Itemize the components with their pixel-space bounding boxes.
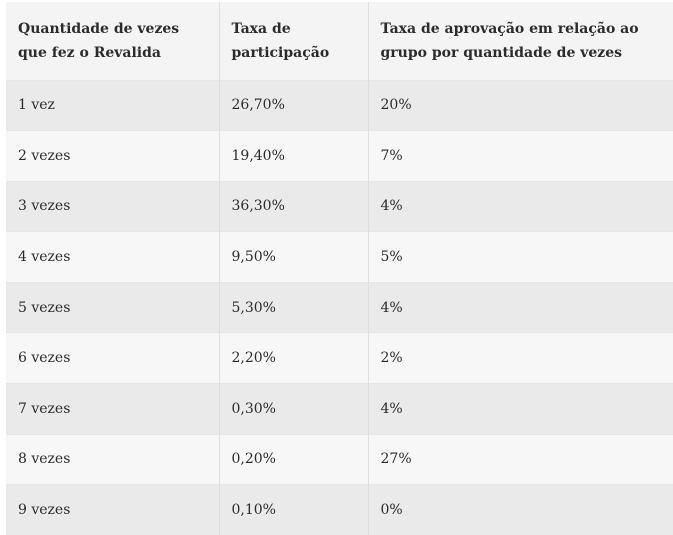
header-row: Quantidade de vezes que fez o Revalida T… (6, 2, 673, 80)
table-row: 1 vez 26,70% 20% (6, 80, 673, 131)
table-row: 7 vezes 0,30% 4% (6, 383, 673, 435)
header-approval-rate: Taxa de aprovação em relação ao grupo po… (380, 20, 639, 61)
cell-attempts: 1 vez (6, 80, 220, 131)
cell-participation-rate: 2,20% (219, 332, 369, 384)
cell-approval-rate: 20% (380, 97, 412, 114)
revalida-statistics-table: Quantidade de vezes que fez o Revalida T… (6, 2, 673, 535)
cell-attempts: 5 vezes (6, 282, 220, 333)
cell-approval-rate: 4% (380, 198, 403, 215)
cell-participation-rate: 0,20% (219, 434, 369, 485)
cell-participation-rate: 26,70% (219, 80, 369, 131)
cell-participation-rate: 0,10% (219, 484, 369, 535)
cell-approval-rate: 27% (380, 451, 412, 468)
table-row: 4 vezes 9,50% 5% (6, 231, 673, 283)
cell-attempts: 3 vezes (6, 181, 220, 232)
revalida-table-container: Quantidade de vezes que fez o Revalida T… (6, 2, 673, 535)
table-row: 8 vezes 0,20% 27% (6, 434, 673, 485)
table-row: 2 vezes 19,40% 7% (6, 130, 673, 182)
table-row: 3 vezes 36,30% 4% (6, 181, 673, 232)
cell-attempts: 7 vezes (6, 383, 220, 435)
cell-attempts: 8 vezes (6, 434, 220, 485)
table-row: 5 vezes 5,30% 4% (6, 282, 673, 333)
cell-participation-rate: 19,40% (219, 130, 369, 182)
cell-participation-rate: 36,30% (219, 181, 369, 232)
cell-attempts: 6 vezes (6, 332, 220, 384)
cell-participation-rate: 5,30% (219, 282, 369, 333)
cell-approval-rate: 4% (380, 299, 403, 316)
cell-approval-rate: 0% (380, 502, 403, 519)
table-header: Quantidade de vezes que fez o Revalida T… (6, 2, 673, 80)
cell-participation-rate: 0,30% (219, 383, 369, 435)
header-attempts: Quantidade de vezes que fez o Revalida (6, 2, 220, 80)
cell-attempts: 2 vezes (6, 130, 220, 182)
table-row: 9 vezes 0,10% 0% (6, 484, 673, 535)
cell-approval-rate: 7% (380, 147, 403, 164)
table-body: 1 vez 26,70% 20% 2 vezes 19,40% 7% 3 vez… (6, 80, 673, 535)
cell-approval-rate: 4% (380, 400, 403, 417)
table-row: 6 vezes 2,20% 2% (6, 332, 673, 384)
header-participation-rate: Taxa de participação (219, 2, 369, 80)
cell-approval-rate: 2% (380, 350, 403, 367)
cell-attempts: 9 vezes (6, 484, 220, 535)
cell-participation-rate: 9,50% (219, 231, 369, 283)
cell-attempts: 4 vezes (6, 231, 220, 283)
cell-approval-rate: 5% (380, 249, 403, 266)
